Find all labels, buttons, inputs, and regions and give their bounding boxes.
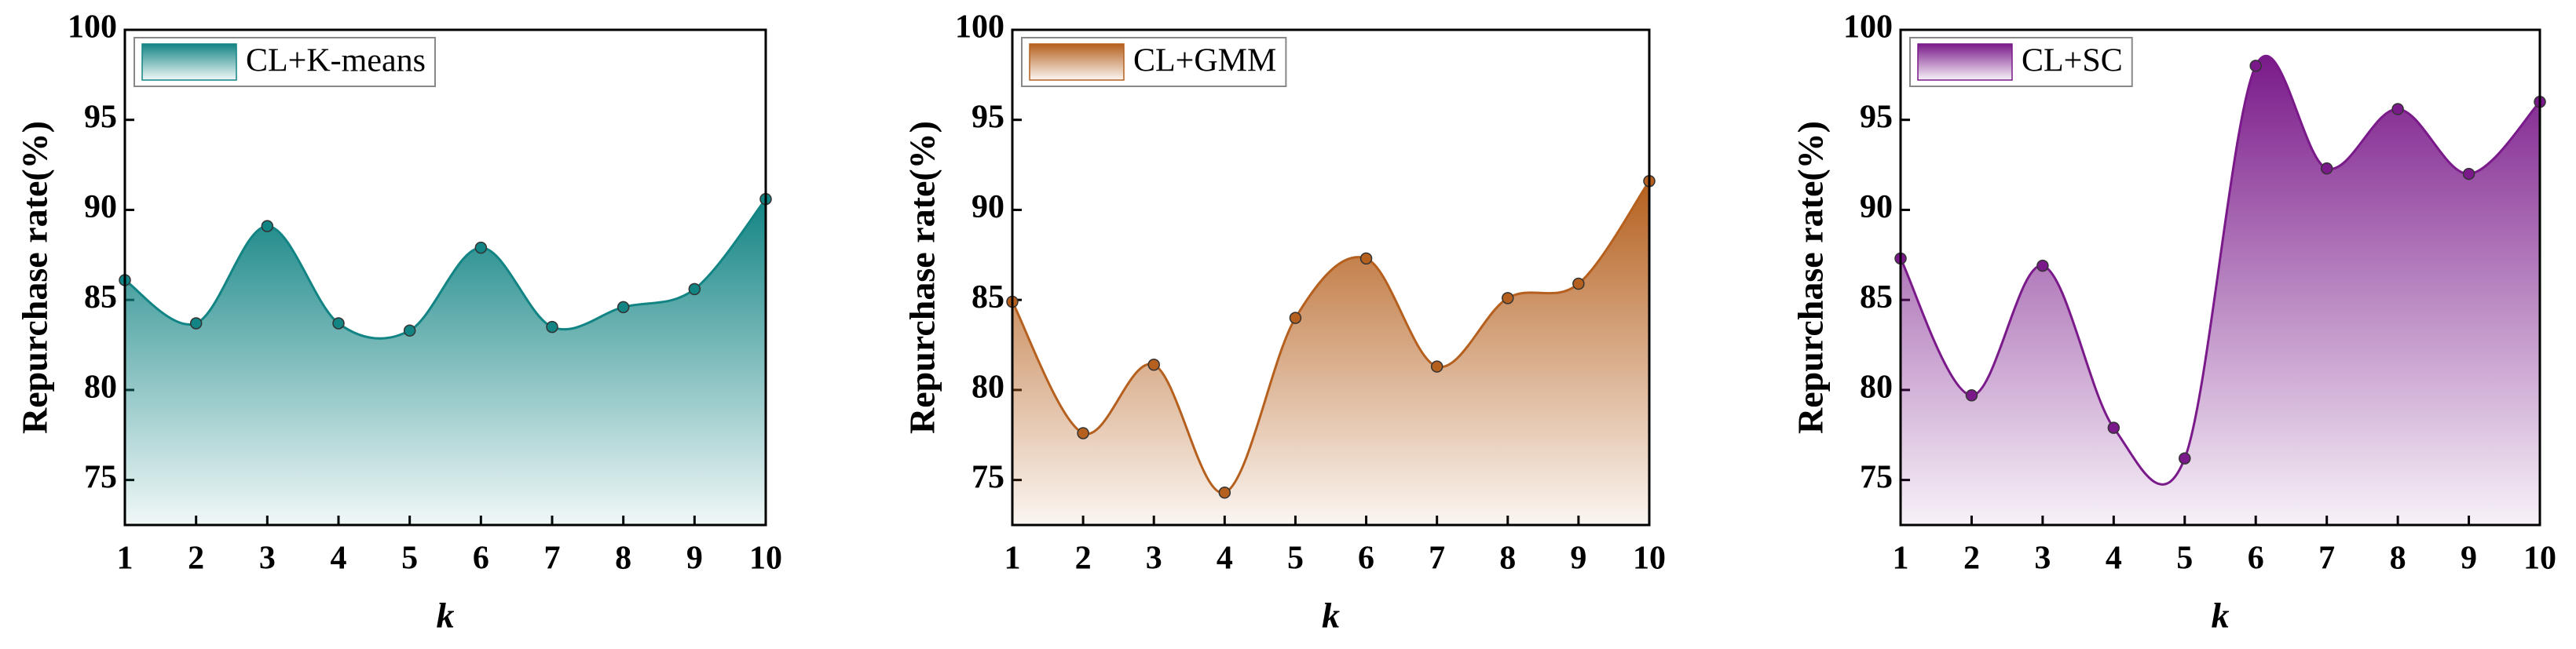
legend-swatch — [141, 43, 237, 81]
x-tick-label: 7 — [544, 541, 561, 577]
point — [1218, 486, 1231, 499]
y-tick-label: 85 — [971, 279, 1004, 315]
area — [1012, 180, 1649, 525]
legend-swatch — [1029, 43, 1125, 81]
x-tick-label: 7 — [2318, 541, 2335, 577]
point — [2036, 259, 2049, 272]
point — [1502, 292, 1514, 304]
x-tick-label: 9 — [686, 541, 703, 577]
x-tick-label: 2 — [188, 541, 204, 577]
y-tick-label: 75 — [1860, 459, 1893, 495]
x-tick-label: 8 — [1499, 541, 1516, 577]
x-tick-label: 1 — [1004, 541, 1021, 577]
point — [546, 320, 558, 334]
y-tick-label: 75 — [84, 459, 117, 495]
x-tick-label: 4 — [331, 541, 347, 577]
y-tick-label: 90 — [971, 189, 1004, 225]
point — [2462, 167, 2475, 180]
y-tick-label: 95 — [1860, 99, 1893, 135]
line — [1011, 180, 1651, 494]
plot-frame — [123, 28, 767, 527]
legend-label: CL+K-means — [246, 43, 426, 79]
chart-panel: 75 80 85 90 95 100 1 2 3 4 5 6 7 8 9 10 k Repurchase rate… — [1791, 9, 2556, 636]
x-tick-label: 10 — [1633, 541, 1666, 577]
x-axis-label: k — [437, 596, 455, 636]
y-tick-label: 95 — [84, 99, 117, 135]
x-tick-label: 8 — [2390, 541, 2406, 577]
line — [124, 198, 767, 340]
plot-frame — [1011, 28, 1651, 527]
x-tick-label: 6 — [1358, 541, 1374, 577]
point — [1430, 360, 1444, 373]
y-tick-label: 80 — [1860, 370, 1893, 406]
x-tick-label: 8 — [615, 541, 631, 577]
x-tick-label: 7 — [1429, 541, 1445, 577]
point — [1077, 427, 1089, 439]
y-tick-label: 95 — [971, 99, 1004, 135]
x-tick-label: 6 — [2248, 541, 2264, 577]
point — [1289, 312, 1302, 324]
chart-panel: 75 80 85 90 95 100 1 2 3 4 5 6 7 8 9 10 k Repurchase rate… — [902, 9, 1666, 636]
legend-label: CL+SC — [2022, 43, 2123, 79]
plot-frame — [1899, 28, 2541, 527]
point — [2179, 452, 2191, 465]
point — [403, 324, 416, 337]
area — [125, 199, 766, 526]
x-tick-label: 5 — [401, 541, 418, 577]
x-tick-label: 9 — [2461, 541, 2477, 577]
x-tick-label: 1 — [117, 541, 134, 577]
y-tick-label: 90 — [84, 189, 117, 225]
point — [189, 317, 203, 330]
y-axis-label: Repurchase rate(%) — [15, 121, 55, 434]
y-tick-label: 100 — [1843, 9, 1893, 46]
point — [2320, 162, 2333, 175]
point — [1359, 252, 1373, 265]
y-tick-label: 80 — [971, 370, 1004, 406]
y-tick-label: 80 — [84, 370, 117, 406]
point — [688, 283, 701, 296]
point — [1572, 277, 1585, 290]
point — [2391, 103, 2404, 115]
area — [1901, 56, 2540, 526]
y-tick-label: 85 — [1860, 279, 1893, 315]
x-tick-label: 2 — [1963, 541, 1980, 577]
y-axis-label: Repurchase rate(%) — [1791, 121, 1831, 434]
point — [2107, 421, 2120, 434]
x-axis-label: k — [1322, 596, 1340, 636]
y-tick-label: 85 — [84, 279, 117, 315]
legend-swatch — [1917, 43, 2013, 81]
point — [261, 220, 274, 232]
point — [1965, 389, 1978, 402]
point — [1147, 359, 1160, 371]
chart-panel: 75 80 85 90 95 100 1 2 3 4 5 6 7 8 9 10 k Repurchase rate… — [15, 9, 782, 636]
x-tick-label: 10 — [749, 541, 782, 577]
y-axis-label: Repurchase rate(%) — [902, 121, 942, 434]
point — [617, 301, 630, 314]
x-tick-label: 5 — [2176, 541, 2193, 577]
x-axis-label: k — [2212, 596, 2230, 636]
line — [1899, 55, 2541, 486]
x-tick-label: 10 — [2523, 541, 2556, 577]
x-tick-label: 3 — [259, 541, 276, 577]
y-tick-label: 75 — [971, 459, 1004, 495]
point — [2249, 60, 2262, 72]
x-tick-label: 1 — [1893, 541, 1909, 577]
point — [332, 317, 345, 330]
y-tick-label: 100 — [68, 9, 117, 46]
point — [474, 241, 488, 254]
x-tick-label: 9 — [1570, 541, 1586, 577]
x-tick-label: 6 — [473, 541, 489, 577]
legend-label: CL+GMM — [1133, 43, 1276, 79]
x-tick-label: 3 — [2034, 541, 2051, 577]
x-tick-label: 2 — [1075, 541, 1092, 577]
y-tick-label: 90 — [1860, 189, 1893, 225]
x-tick-label: 4 — [1217, 541, 1233, 577]
y-tick-label: 100 — [955, 9, 1004, 46]
x-tick-label: 5 — [1287, 541, 1304, 577]
x-tick-label: 4 — [2106, 541, 2122, 577]
x-tick-label: 3 — [1146, 541, 1162, 577]
